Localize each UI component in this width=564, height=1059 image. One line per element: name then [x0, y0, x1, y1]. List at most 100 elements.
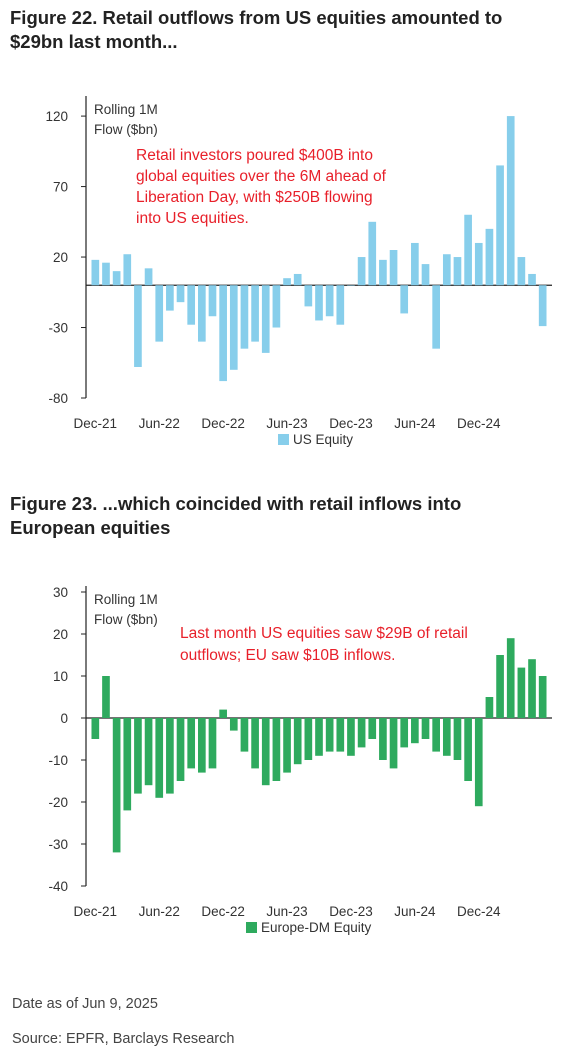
bar-Jan-22	[102, 262, 110, 286]
bar-Jul-24	[421, 264, 430, 286]
bar-Apr-25	[517, 257, 526, 286]
bar-Mar-24	[379, 718, 387, 760]
bar-Oct-22	[198, 285, 206, 342]
bar-Mar-23	[251, 285, 259, 342]
bar-Dec-22	[219, 709, 227, 718]
bar-May-23	[272, 718, 281, 781]
y-tick-label: 20	[53, 627, 68, 642]
bar-Apr-22	[134, 718, 142, 794]
bar-Jul-22	[166, 718, 174, 794]
bar-Oct-24	[453, 718, 462, 760]
bar-Dec-23	[347, 285, 355, 286]
bar-Mar-24	[379, 259, 387, 286]
y-tick-label: -10	[48, 753, 68, 768]
bar-Apr-25	[517, 667, 526, 718]
y-tick-label: 20	[53, 250, 68, 265]
date-note: Date as of Jun 9, 2025	[12, 996, 158, 1012]
europe-equity-flow-chart: 30 20 10 0 -10 -20 -30 -40 Dec-21 Jun-22 Dec-22 Jun…	[48, 585, 552, 935]
bar-Nov-22	[208, 718, 217, 769]
chart2-labels: 30 20 10 0 -10 -20 -30 -40 Dec-21 Jun-22 Dec-22 Jun…	[48, 585, 501, 935]
figure-22-title: Figure 22. Retail outflows from US equit…	[10, 7, 503, 52]
bar-Feb-23	[240, 718, 249, 752]
bar-Aug-24	[432, 718, 440, 752]
y-tick-label: -30	[48, 321, 68, 336]
bar-May-22	[144, 268, 153, 286]
bar-Jan-25	[485, 228, 494, 286]
bar-Mar-25	[506, 116, 515, 286]
bar-Oct-24	[453, 257, 462, 286]
bar-Jan-24	[357, 257, 366, 286]
chart1-labels: 120 70 20 -30 -80 Dec-21 Jun-22 Dec-22 Jun-23 Dec…	[45, 102, 501, 447]
bar-Feb-22	[112, 271, 121, 286]
bar-Apr-23	[261, 718, 270, 786]
bar-Nov-22	[208, 285, 217, 317]
bar-Mar-22	[123, 254, 132, 286]
y-tick-label: 0	[60, 711, 68, 726]
bar-Jul-23	[293, 718, 302, 765]
annotation-text: Liberation Day, with $250B flowing	[136, 189, 373, 206]
x-tick-label: Jun-24	[394, 416, 436, 431]
bar-Aug-22	[176, 718, 185, 781]
bar-Dec-21	[91, 718, 100, 739]
y-tick-label: -20	[48, 795, 68, 810]
chart2-bars	[91, 638, 547, 853]
legend-swatch	[246, 922, 257, 933]
x-tick-label: Jun-22	[139, 416, 180, 431]
bar-Apr-24	[389, 718, 398, 769]
x-tick-label: Jun-23	[266, 904, 307, 919]
x-tick-label: Dec-23	[329, 416, 373, 431]
legend-label: Europe-DM Equity	[261, 920, 372, 935]
annotation-text: outflows; EU saw $10B inflows.	[180, 647, 395, 664]
y-tick-label: 120	[45, 109, 68, 124]
x-tick-label: Dec-22	[201, 904, 245, 919]
bar-Oct-22	[198, 718, 206, 773]
bar-Jun-23	[283, 718, 291, 773]
bar-Jun-25	[538, 285, 547, 327]
bar-Feb-22	[112, 718, 121, 853]
bar-Feb-25	[496, 165, 504, 286]
bar-Apr-24	[389, 250, 398, 286]
us-equity-flow-chart: 120 70 20 -30 -80 Dec-21 Jun-22 Dec-22 Jun-23 Dec…	[45, 96, 552, 447]
bar-Jul-22	[166, 285, 174, 311]
annotation-text: Last month US equities saw $29B of retai…	[180, 625, 468, 642]
y-tick-label: -40	[48, 879, 68, 894]
bar-Sep-22	[187, 718, 196, 769]
bar-Aug-23	[304, 718, 313, 760]
bar-Sep-23	[315, 718, 323, 756]
bar-Dec-24	[474, 718, 483, 807]
legend-swatch	[278, 434, 289, 445]
bar-May-22	[144, 718, 153, 786]
bar-Dec-23	[347, 718, 355, 756]
bar-Jan-23	[229, 718, 238, 731]
bar-Jun-22	[155, 285, 164, 342]
bar-Jan-22	[102, 676, 110, 718]
x-tick-label: Dec-22	[201, 416, 245, 431]
x-tick-label: Jun-22	[139, 904, 180, 919]
x-tick-label: Dec-24	[457, 904, 501, 919]
y-tick-label: 70	[53, 180, 68, 195]
chart1-bars	[91, 116, 547, 382]
x-tick-label: Dec-21	[74, 904, 118, 919]
bar-Feb-24	[368, 718, 377, 739]
bar-Jul-23	[293, 273, 302, 286]
y-axis-label: Rolling 1M	[94, 592, 158, 607]
figure-23-title: Figure 23. ...which coincided with retai…	[10, 493, 462, 538]
bar-May-23	[272, 285, 281, 328]
x-tick-label: Jun-24	[394, 904, 436, 919]
bar-Jun-24	[411, 718, 419, 744]
bar-Jul-24	[421, 718, 430, 739]
bar-Jan-23	[229, 285, 238, 370]
bar-Aug-24	[432, 285, 440, 349]
bar-Aug-22	[176, 285, 185, 303]
bar-May-24	[400, 718, 409, 748]
bar-Jan-24	[357, 718, 366, 748]
bar-Aug-23	[304, 285, 313, 307]
bar-Nov-23	[336, 285, 345, 325]
bar-Sep-23	[315, 285, 323, 321]
x-tick-label: Dec-21	[74, 416, 118, 431]
bar-Dec-24	[474, 242, 483, 286]
y-tick-label: 30	[53, 585, 68, 600]
bar-Dec-22	[219, 285, 227, 382]
source-note: Source: EPFR, Barclays Research	[12, 1031, 235, 1047]
bar-Jun-23	[283, 278, 291, 286]
